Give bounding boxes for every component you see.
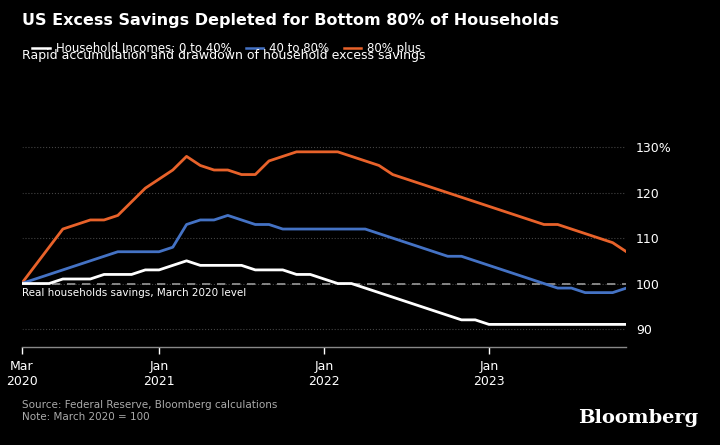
Legend: Household Incomes: 0 to 40%, 40 to 80%, 80% plus: Household Incomes: 0 to 40%, 40 to 80%, … bbox=[27, 37, 426, 60]
Text: Bloomberg: Bloomberg bbox=[578, 409, 698, 427]
Text: US Excess Savings Depleted for Bottom 80% of Households: US Excess Savings Depleted for Bottom 80… bbox=[22, 13, 559, 28]
Text: Rapid accumulation and drawdown of household excess savings: Rapid accumulation and drawdown of house… bbox=[22, 49, 425, 62]
Text: Real households savings, March 2020 level: Real households savings, March 2020 leve… bbox=[22, 288, 246, 298]
Text: Source: Federal Reserve, Bloomberg calculations
Note: March 2020 = 100: Source: Federal Reserve, Bloomberg calcu… bbox=[22, 400, 277, 422]
